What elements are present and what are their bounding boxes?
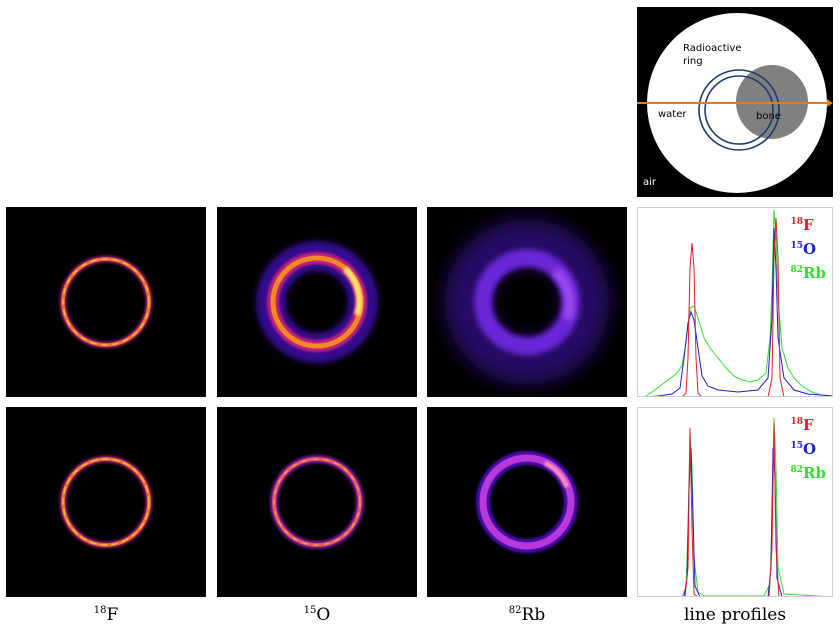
profile-legend-row1: 18F 15O 82Rb xyxy=(791,212,827,284)
legend-item-18f: 18F xyxy=(790,216,814,234)
bone-label: bone xyxy=(756,111,781,122)
ring-inner xyxy=(704,75,774,145)
caption-15o: 15O xyxy=(303,605,331,625)
legend-item-15o: 15O xyxy=(790,440,817,458)
caption-18f: 18F xyxy=(93,605,119,625)
image-82rb-row1 xyxy=(427,207,627,397)
line-profile-row1: 18F 15O 82Rb xyxy=(637,207,833,397)
line-profile-row2: 18F 15O 82Rb xyxy=(637,407,833,597)
image-82rb-row2 xyxy=(427,407,627,597)
image-18f-row2 xyxy=(6,407,206,597)
profile-arrow-icon xyxy=(827,99,833,107)
image-18f-row1 xyxy=(6,207,206,397)
phantom-diagram: Radioactive ring water bone air xyxy=(637,7,833,197)
water-label: water xyxy=(658,109,687,120)
legend-item-82rb: 82Rb xyxy=(790,464,827,482)
caption-line-profiles: line profiles xyxy=(683,605,787,625)
caption-82rb: 82Rb xyxy=(508,605,546,625)
legend-item-15o: 15O xyxy=(790,240,817,258)
image-15o-row1 xyxy=(217,207,417,397)
profile-legend-row2: 18F 15O 82Rb xyxy=(791,412,827,484)
air-label: air xyxy=(643,177,657,188)
legend-item-82rb: 82Rb xyxy=(790,264,827,282)
legend-item-18f: 18F xyxy=(790,416,814,434)
ring-label: Radioactive ring xyxy=(683,43,742,67)
phantom-svg xyxy=(637,7,833,197)
ring-outer xyxy=(698,69,780,151)
image-15o-row2 xyxy=(217,407,417,597)
